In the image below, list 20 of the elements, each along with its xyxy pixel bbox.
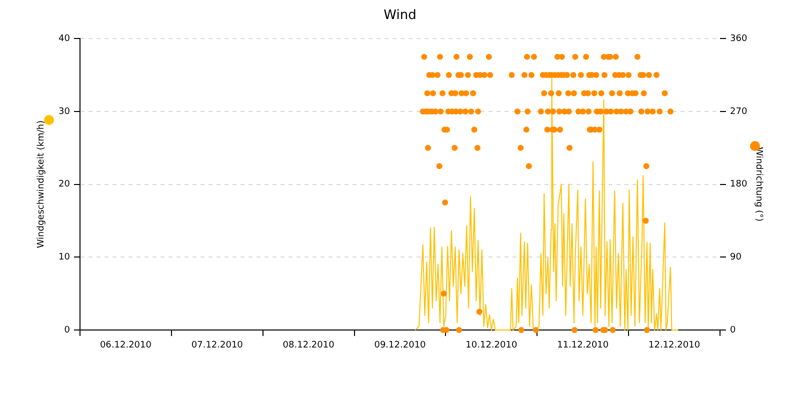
y2-tick-label: 90	[730, 252, 742, 262]
y2-tick-label: 270	[730, 106, 748, 117]
y2-tick-label: 360	[730, 34, 748, 44]
x-tick-label: 08.12.2010	[282, 340, 335, 351]
x-tick-label: 06.12.2010	[100, 340, 152, 351]
y-tick-label: 0	[64, 325, 70, 336]
x-tick-label: 07.12.2010	[191, 340, 244, 351]
x-tick-label: 09.12.2010	[374, 340, 426, 351]
x-tick-label: 11.12.2010	[557, 340, 609, 351]
y2-tick-label: 180	[730, 180, 748, 190]
y-tick-label: 40	[58, 34, 70, 44]
chart-title: Wind	[384, 8, 416, 24]
y-tick-label: 30	[58, 106, 70, 117]
y-tick-label: 10	[58, 252, 70, 262]
y2-axis-title: Windrichtung (°)	[753, 147, 764, 222]
y2-tick-label: 0	[730, 325, 736, 336]
x-tick-label: 10.12.2010	[466, 340, 518, 351]
y-tick-label: 20	[58, 180, 70, 190]
x-tick-label: 12.12.2010	[648, 340, 700, 351]
y-axis-title: Windgeschwindigkeit (km/h)	[36, 120, 47, 248]
